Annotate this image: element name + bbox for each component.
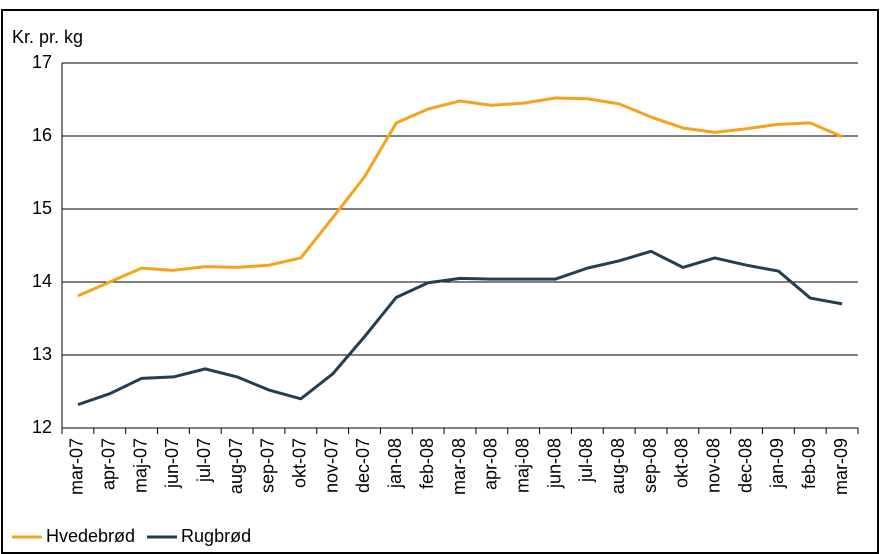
y-tick-label: 12 — [32, 417, 52, 437]
y-tick-label: 14 — [32, 271, 52, 291]
x-tick-label: dec-07 — [353, 438, 373, 493]
x-tick-label: jan-09 — [767, 438, 787, 489]
x-tick-label: sep-08 — [640, 438, 660, 493]
x-tick-label: jan-08 — [385, 438, 405, 489]
x-tick-label: jul-08 — [576, 438, 596, 483]
line-series — [77, 96, 843, 298]
x-tick-label: apr-08 — [481, 438, 501, 490]
x-tick-label: dec-08 — [735, 438, 755, 493]
legend-label: Hvedebrød — [46, 526, 135, 546]
line-series — [77, 249, 843, 407]
x-tick-label: nov-08 — [703, 438, 723, 493]
y-tick-label: 15 — [32, 198, 52, 218]
x-tick-label: okt-07 — [290, 438, 310, 488]
x-tick-label: jun-08 — [544, 438, 564, 489]
x-tick-label: feb-08 — [417, 438, 437, 489]
x-tick-label: mar-07 — [67, 438, 87, 495]
x-tick-label: sep-07 — [258, 438, 278, 493]
chart-border — [1, 9, 879, 554]
x-tick-label: aug-07 — [226, 438, 246, 494]
x-tick-label: jul-07 — [194, 438, 214, 483]
x-tick-label: maj-08 — [512, 438, 532, 493]
x-tick-label: jun-07 — [162, 438, 182, 489]
x-tick-label: mar-09 — [831, 438, 851, 495]
x-tick-label: feb-09 — [799, 438, 819, 489]
x-tick-label: nov-07 — [321, 438, 341, 493]
x-tick-label: aug-08 — [608, 438, 628, 494]
x-tick-label: mar-08 — [449, 438, 469, 495]
y-tick-label: 13 — [32, 344, 52, 364]
y-tick-label: 16 — [32, 125, 52, 145]
x-tick-label: apr-07 — [99, 438, 119, 490]
y-axis-label: Kr. pr. kg — [12, 27, 83, 47]
x-tick-label: maj-07 — [130, 438, 150, 493]
legend-label: Rugbrød — [181, 526, 251, 546]
y-tick-label: 17 — [32, 52, 52, 72]
x-tick-label: okt-08 — [672, 438, 692, 488]
